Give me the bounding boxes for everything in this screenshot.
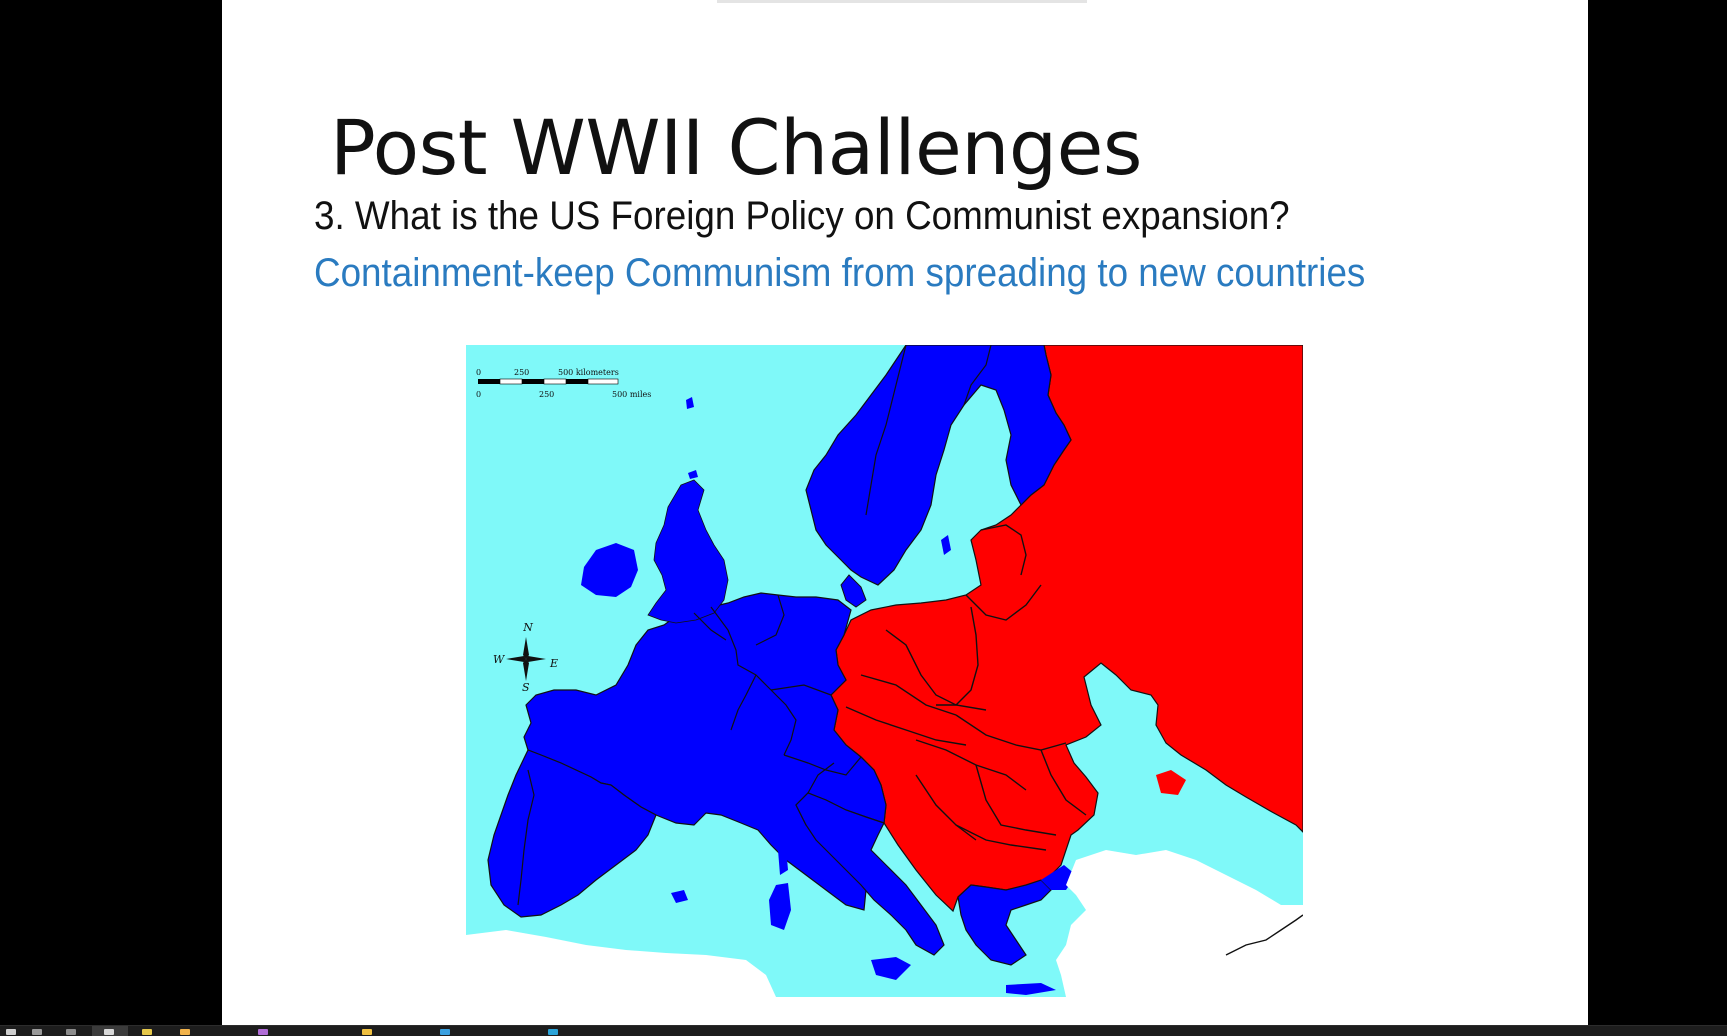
greece-region bbox=[957, 879, 1052, 966]
corsica-island bbox=[778, 847, 788, 875]
scale-km-0: 0 bbox=[476, 368, 481, 377]
compass-e-label: E bbox=[549, 657, 558, 670]
store-icon[interactable] bbox=[362, 1029, 372, 1035]
compass-n-label: N bbox=[522, 621, 533, 634]
sardinia-island bbox=[769, 883, 791, 930]
compass-west-arm bbox=[506, 656, 526, 662]
denmark-region bbox=[840, 574, 867, 608]
western-europe-region bbox=[523, 592, 887, 911]
scale-bar: 0 250 500 kilometers 0 250 500 miles bbox=[476, 368, 651, 399]
powerpoint-icon[interactable] bbox=[548, 1029, 558, 1035]
compass-east-arm bbox=[526, 656, 546, 662]
compass-w-label: W bbox=[493, 653, 506, 666]
scale-km-250: 250 bbox=[514, 368, 529, 377]
folder-icon[interactable] bbox=[180, 1029, 190, 1035]
scale-seg-6 bbox=[587, 378, 619, 385]
portugal-border bbox=[517, 769, 535, 906]
britain-region bbox=[647, 479, 729, 624]
presentation-slide: Post WWII Challenges 3. What is the US F… bbox=[222, 0, 1588, 1025]
europe-cold-war-map: 0 250 500 kilometers 0 250 500 miles bbox=[466, 345, 1303, 997]
finland-sweden-border bbox=[865, 345, 992, 516]
windows-taskbar bbox=[0, 1025, 1727, 1036]
search-icon[interactable] bbox=[66, 1029, 76, 1035]
gotland-island bbox=[941, 535, 951, 555]
caucasus-border bbox=[1225, 914, 1303, 956]
scale-mi-250: 250 bbox=[539, 390, 554, 399]
mail-icon[interactable] bbox=[440, 1029, 450, 1035]
task-view-icon[interactable] bbox=[32, 1029, 42, 1035]
question-text: 3. What is the US Foreign Policy on Comm… bbox=[314, 194, 1290, 238]
crimea-region bbox=[1156, 770, 1186, 795]
orkney-islands bbox=[688, 470, 698, 479]
compass-s-label: S bbox=[522, 681, 530, 694]
scale-seg-1 bbox=[478, 379, 500, 384]
balearic-islands bbox=[671, 890, 688, 903]
compass-south-arm bbox=[523, 659, 529, 681]
file-explorer-icon[interactable] bbox=[142, 1029, 152, 1035]
scale-seg-3 bbox=[522, 379, 544, 384]
slide-top-edge bbox=[717, 0, 1087, 3]
sicily-island bbox=[871, 957, 911, 980]
ireland-region bbox=[581, 543, 638, 597]
turkey-asia-region bbox=[1056, 850, 1303, 997]
scale-km-500: 500 kilometers bbox=[558, 368, 619, 377]
compass-north-arm bbox=[523, 637, 529, 659]
communist-internal-borders bbox=[845, 524, 1087, 851]
scale-mi-500: 500 miles bbox=[612, 390, 651, 399]
scale-seg-5 bbox=[566, 379, 588, 384]
faroe-islands bbox=[686, 397, 694, 409]
crete-island bbox=[1006, 983, 1056, 995]
communist-bloc-region bbox=[830, 345, 1303, 913]
western-internal-borders bbox=[693, 594, 862, 794]
start-icon[interactable] bbox=[6, 1029, 16, 1035]
iberia-region bbox=[487, 749, 657, 918]
scale-seg-2 bbox=[499, 378, 523, 385]
chrome-icon[interactable] bbox=[258, 1029, 268, 1035]
italy-region bbox=[795, 792, 945, 956]
compass-rose: N S E W bbox=[493, 621, 558, 694]
scale-seg-4 bbox=[543, 378, 567, 385]
edge-icon[interactable] bbox=[104, 1029, 114, 1035]
slide-title: Post WWII Challenges bbox=[330, 103, 1143, 192]
map-svg: 0 250 500 kilometers 0 250 500 miles bbox=[466, 345, 1303, 997]
answer-text: Containment-keep Communism from spreadin… bbox=[314, 251, 1366, 295]
scandinavia-region bbox=[805, 345, 1072, 586]
north-africa-region bbox=[466, 930, 776, 997]
scale-mi-0: 0 bbox=[476, 390, 481, 399]
